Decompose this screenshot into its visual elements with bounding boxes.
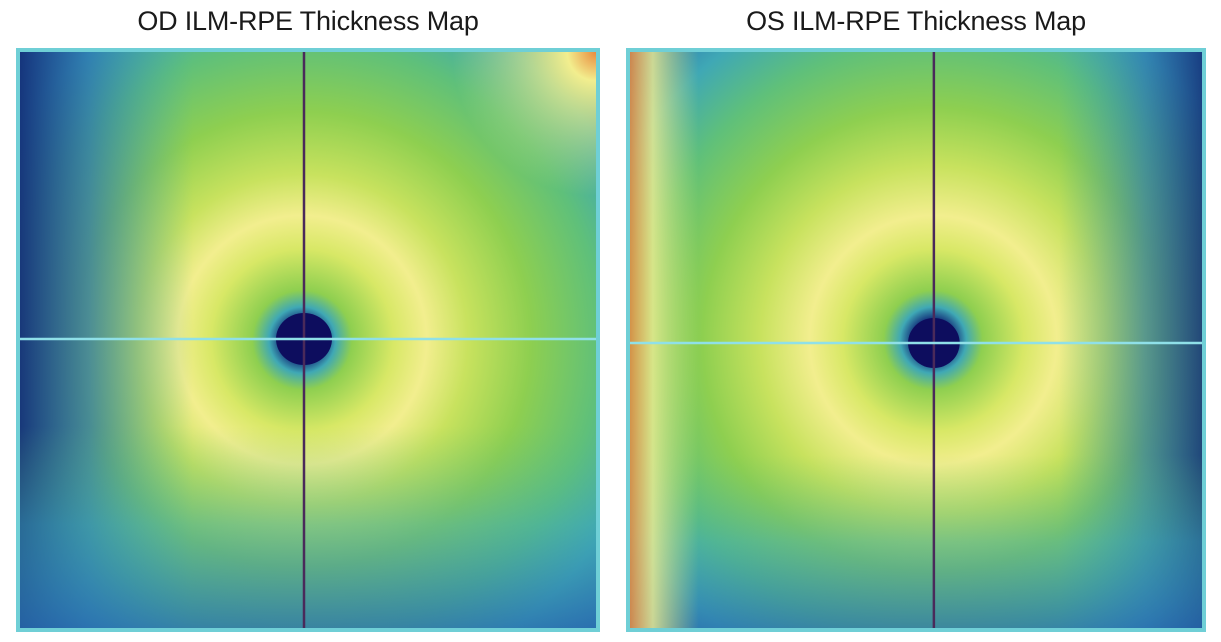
od-thickness-map[interactable]: [20, 52, 596, 628]
os-map-frame: [626, 48, 1206, 632]
od-thickness-map-panel: OD ILM-RPE Thickness Map: [8, 0, 608, 636]
os-map-title: OS ILM-RPE Thickness Map: [746, 6, 1086, 36]
od-map-frame: [16, 48, 600, 632]
os-thickness-map-panel: OS ILM-RPE Thickness Map: [618, 0, 1214, 636]
os-thickness-map[interactable]: [630, 52, 1202, 628]
od-map-title: OD ILM-RPE Thickness Map: [137, 6, 479, 36]
